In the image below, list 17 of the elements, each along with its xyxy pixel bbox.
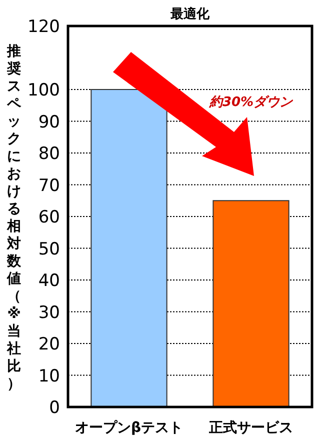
ylabel: 推奨スペックにおける相対数値（※当社比） [7,43,21,392]
y-tick-label: 30 [38,302,60,323]
x-tick-label: オープンβテスト [74,419,184,436]
y-tick-label: 120 [28,17,60,37]
x-tick-label: 正式サービス [208,420,293,436]
y-tick-label: 40 [38,271,60,291]
y-tick-label: 70 [38,176,60,196]
y-tick-label: 80 [38,144,60,164]
chart-title: 最適化 [170,6,210,22]
y-tick-label: 60 [38,208,60,228]
y-tick-label: 0 [49,398,60,418]
y-tick-label: 90 [38,112,60,132]
y-tick-label: 50 [38,239,60,260]
y-tick-label: 10 [38,366,60,386]
annotation: 約30%ダウン [208,95,294,110]
y-tick-label: 20 [38,334,60,354]
y-tick-label: 100 [28,80,60,100]
